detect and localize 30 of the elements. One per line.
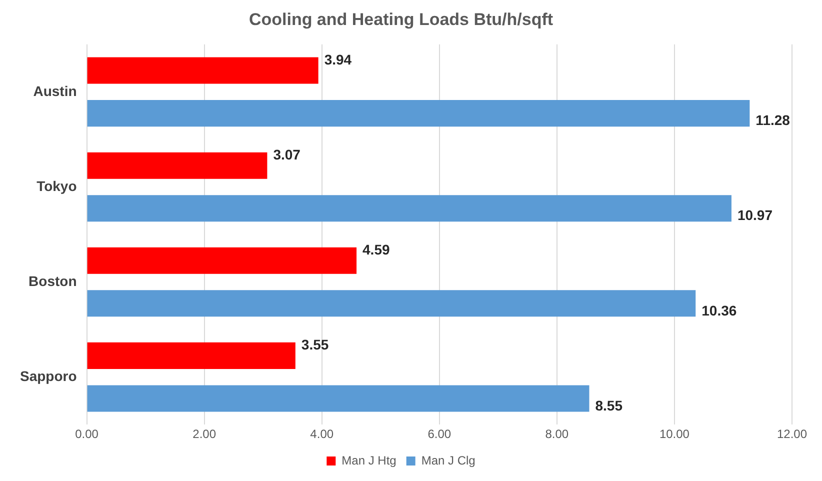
bar: [87, 100, 750, 127]
data-label: 11.28: [756, 112, 790, 128]
bar: [87, 152, 268, 179]
legend-label: Man J Htg: [342, 453, 396, 468]
data-label: 8.55: [595, 397, 623, 414]
bar: [87, 247, 357, 274]
bar: [87, 290, 696, 317]
data-label: 3.94: [324, 51, 352, 68]
y-tick-label: Sapporo: [20, 368, 77, 384]
data-label: 10.36: [702, 302, 737, 318]
bar: [87, 342, 296, 369]
data-label: 3.07: [273, 146, 301, 162]
y-tick-label: Austin: [33, 82, 77, 99]
chart-title: Cooling and Heating Loads Btu/h/sqft: [248, 10, 554, 29]
bar: [87, 57, 318, 84]
x-tick-label: 4.00: [310, 427, 334, 442]
bar: [87, 385, 590, 412]
x-tick-label: 2.00: [192, 427, 216, 442]
data-label: 3.55: [301, 336, 329, 353]
data-label: 10.97: [737, 207, 773, 224]
x-tick-label: 6.00: [428, 427, 452, 442]
y-tick-label: Tokyo: [36, 178, 77, 194]
legend-label: Man J Clg: [421, 453, 476, 468]
data-label: 4.59: [362, 242, 390, 258]
x-tick-label: 0.00: [75, 427, 99, 442]
y-tick-label: Boston: [28, 272, 77, 289]
x-tick-label: 12.00: [776, 427, 808, 442]
x-tick-label: 8.00: [545, 427, 569, 442]
bar: [87, 195, 732, 222]
x-tick-label: 10.00: [659, 427, 690, 442]
